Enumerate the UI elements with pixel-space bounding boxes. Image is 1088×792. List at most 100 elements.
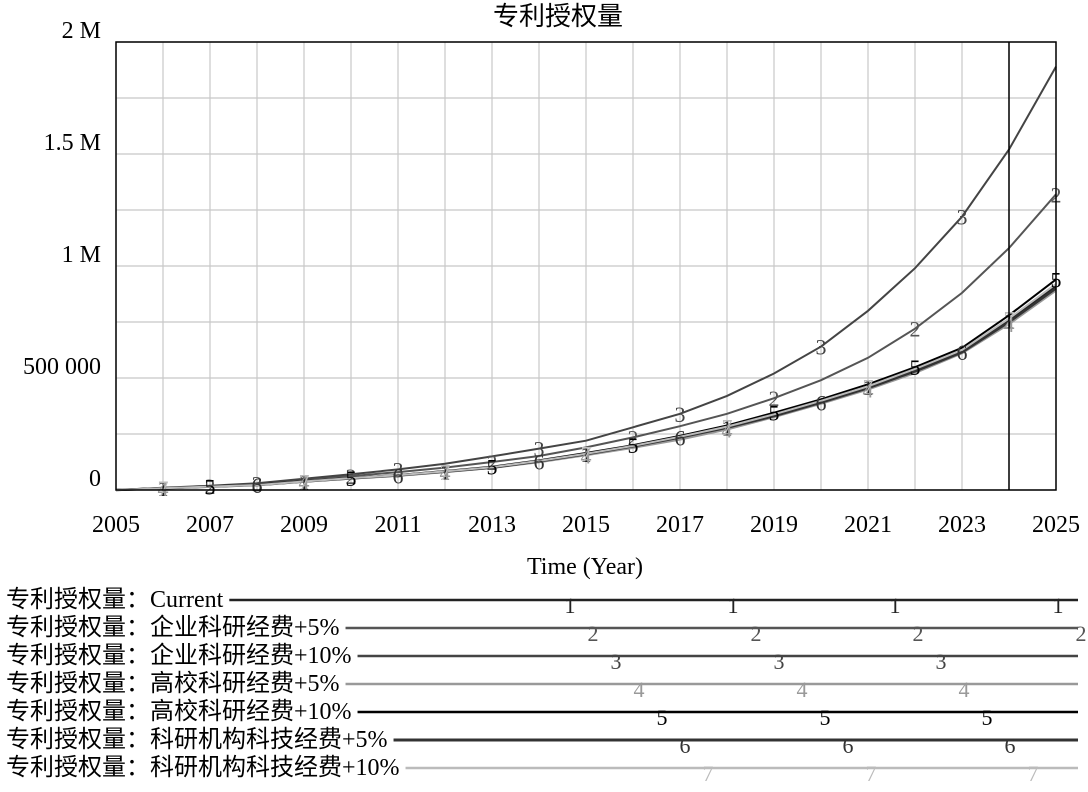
series-marker-6: 6	[957, 340, 968, 365]
legend-label-5: 专利授权量：高校科研经费+10%	[6, 698, 352, 725]
series-marker-2: 2	[769, 386, 780, 411]
legend-marker-2: 2	[1076, 621, 1087, 646]
x-tick-label: 2009	[280, 512, 328, 538]
legend-label-6: 专利授权量：科研机构科技经费+5%	[6, 726, 388, 753]
series-marker-7: 7	[158, 476, 169, 501]
x-tick-label: 2007	[186, 512, 234, 538]
legend-marker-1: 1	[728, 593, 739, 618]
legend-marker-5: 5	[657, 705, 668, 730]
legend-marker-4: 4	[797, 677, 808, 702]
series-marker-1: 1	[863, 375, 874, 400]
legend-marker-5: 5	[982, 705, 993, 730]
legend-marker-3: 3	[774, 649, 785, 674]
legend-marker-7: 7	[866, 761, 877, 786]
x-tick-label: 2019	[750, 512, 798, 538]
plot-frame	[115, 41, 1057, 491]
legend-marker-6: 6	[1005, 733, 1016, 758]
series-marker-1: 1	[581, 442, 592, 467]
series-marker-2: 2	[205, 474, 216, 499]
series-marker-1: 1	[158, 476, 169, 501]
series-marker-7: 7	[863, 374, 874, 399]
series-marker-5: 5	[205, 474, 216, 499]
grid	[115, 41, 1057, 491]
legend-label-3: 专利授权量：企业科研经费+10%	[6, 642, 352, 669]
series-marker-4: 4	[722, 418, 733, 443]
series-markers: 1111111222222233333344444445555555666666…	[158, 182, 1062, 501]
series-marker-3: 3	[675, 402, 686, 427]
legend-marker-1: 1	[890, 593, 901, 618]
legend-marker-2: 2	[913, 621, 924, 646]
series-marker-6: 6	[675, 425, 686, 450]
legend: 专利授权量：Current 1 1 1 1 专利授权量：企业科研经费+5% 2 2 2 2 专利授权…	[6, 586, 1087, 786]
x-tick-label: 2023	[938, 512, 986, 538]
series-marker-6: 6	[816, 391, 827, 416]
series-marker-3: 3	[816, 335, 827, 360]
legend-marker-4: 4	[959, 677, 970, 702]
legend-label-1: 专利授权量：Current	[6, 586, 224, 613]
x-axis-title: Time (Year)	[527, 554, 643, 580]
series-marker-4: 4	[863, 378, 874, 403]
y-tick-label: 0	[89, 466, 101, 492]
series-marker-1: 1	[440, 460, 451, 485]
series-marker-7: 7	[299, 469, 310, 494]
series-marker-4: 4	[299, 470, 310, 495]
legend-marker-1: 1	[1053, 593, 1064, 618]
series-marker-3: 3	[252, 471, 263, 496]
series-marker-6: 6	[252, 473, 263, 498]
legend-marker-2: 2	[751, 621, 762, 646]
legend-marker-6: 6	[680, 733, 691, 758]
series-marker-7: 7	[722, 415, 733, 440]
legend-marker-7: 7	[1028, 761, 1039, 786]
series-lines	[115, 66, 1057, 492]
series-marker-6: 6	[393, 463, 404, 488]
legend-marker-2: 2	[588, 621, 599, 646]
x-tick-label: 2015	[562, 512, 610, 538]
x-tick-label: 2021	[844, 512, 892, 538]
x-axis-ticks: 2005 2007 2009 2011 2013 2015 2017 2019 2021 2023…	[92, 512, 1080, 538]
legend-marker-4: 4	[634, 677, 645, 702]
series-marker-7: 7	[581, 442, 592, 467]
x-tick-label: 2013	[468, 512, 516, 538]
legend-label-7: 专利授权量：科研机构科技经费+10%	[6, 754, 400, 781]
series-marker-4: 4	[581, 443, 592, 468]
chart-title: 专利授权量	[493, 2, 623, 31]
y-axis-ticks: 0 500 000 1 M 1.5 M 2 M	[23, 18, 101, 492]
y-tick-label: 2 M	[62, 18, 101, 44]
x-tick-label: 2011	[374, 512, 421, 538]
series-marker-1: 1	[722, 415, 733, 440]
series-marker-5: 5	[910, 355, 921, 380]
legend-marker-1: 1	[565, 593, 576, 618]
x-tick-label: 2017	[656, 512, 704, 538]
series-marker-2: 2	[487, 450, 498, 475]
x-tick-label: 2025	[1032, 512, 1080, 538]
legend-marker-6: 6	[843, 733, 854, 758]
series-marker-5: 5	[628, 433, 639, 458]
series-marker-2: 2	[910, 317, 921, 342]
legend-marker-3: 3	[611, 649, 622, 674]
series-marker-2: 2	[628, 425, 639, 450]
series-marker-4: 4	[440, 460, 451, 485]
series-marker-1: 1	[299, 469, 310, 494]
series-marker-5: 5	[487, 455, 498, 480]
y-tick-label: 1.5 M	[44, 130, 101, 156]
series-marker-6: 6	[534, 449, 545, 474]
series-marker-5: 5	[769, 401, 780, 426]
legend-marker-3: 3	[936, 649, 947, 674]
series-line-3	[115, 66, 1057, 491]
series-marker-7: 7	[440, 459, 451, 484]
series-marker-4: 4	[158, 476, 169, 501]
series-line-7	[115, 283, 1057, 491]
series-marker-3: 3	[534, 437, 545, 462]
series-marker-3: 3	[957, 205, 968, 230]
series-marker-2: 2	[346, 464, 357, 489]
y-tick-label: 500 000	[23, 354, 101, 380]
legend-label-4: 专利授权量：高校科研经费+5%	[6, 670, 340, 697]
x-tick-label: 2005	[92, 512, 140, 538]
legend-label-2: 专利授权量：企业科研经费+5%	[6, 614, 340, 641]
legend-marker-5: 5	[820, 705, 831, 730]
y-tick-label: 1 M	[62, 242, 101, 268]
legend-marker-7: 7	[703, 761, 714, 786]
series-marker-3: 3	[393, 457, 404, 482]
series-marker-5: 5	[346, 466, 357, 491]
